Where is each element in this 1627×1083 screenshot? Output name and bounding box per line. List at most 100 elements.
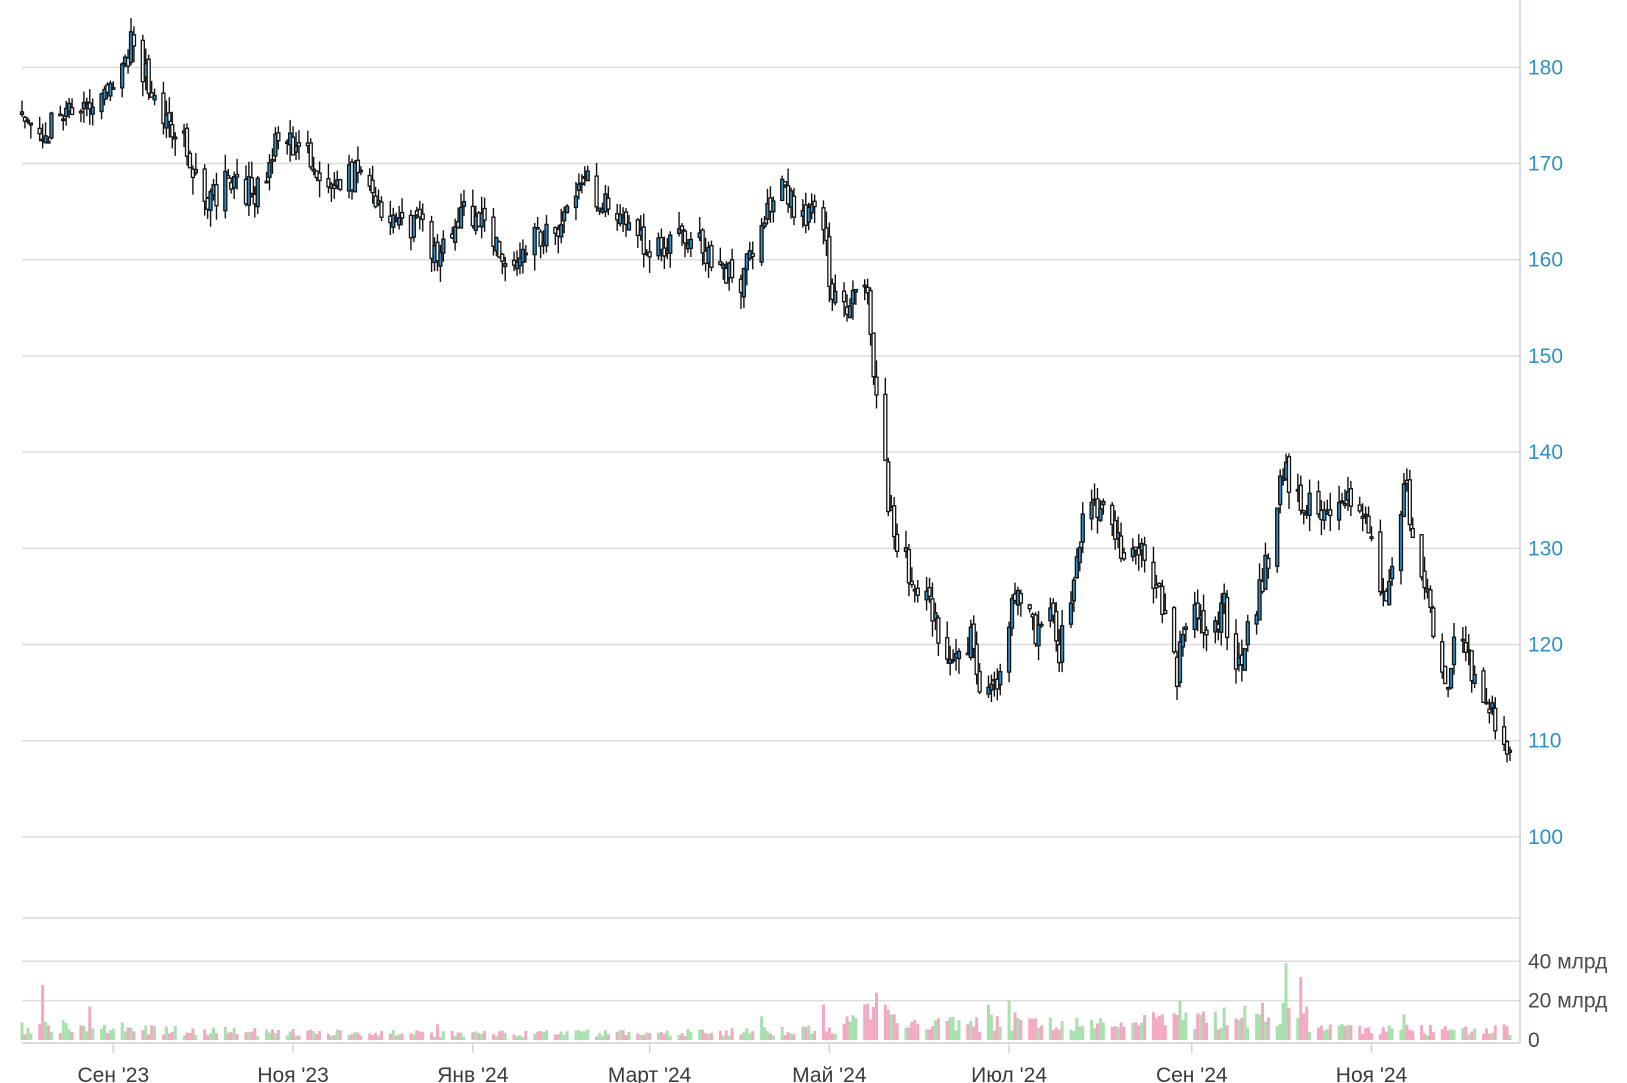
volume-bar [329, 1035, 333, 1040]
volume-bar [164, 1026, 168, 1040]
volume-bar [951, 1017, 955, 1040]
volume-bar [1490, 1032, 1494, 1040]
volume-bar [332, 1035, 336, 1040]
volume-bar [995, 1016, 999, 1040]
candle-body [1036, 624, 1041, 647]
price-axis-labels: 100 110 120 130 140 150 160 170 180 [1528, 56, 1563, 849]
candle-body [1136, 547, 1141, 556]
candle-body [1431, 607, 1436, 638]
volume-bar [1358, 1025, 1362, 1040]
candle-body [1051, 602, 1056, 617]
volume-bar [391, 1030, 395, 1040]
volume-bar [188, 1032, 192, 1040]
volume-bar [1202, 1011, 1206, 1040]
candle-body [1339, 500, 1345, 504]
volume-bar [253, 1028, 257, 1040]
volume-bar [945, 1020, 949, 1040]
candle-body [187, 152, 193, 169]
volume-bar [1081, 1025, 1085, 1040]
candle-body [1389, 565, 1395, 580]
volume-bar [789, 1033, 793, 1040]
date-tick-label: Сен '23 [78, 1064, 150, 1083]
volume-bar [1387, 1025, 1391, 1040]
candle-body [780, 178, 785, 202]
candle-body [1027, 604, 1032, 610]
candle-body [974, 643, 979, 676]
volume-bar [765, 1031, 769, 1040]
volume-bar [1467, 1034, 1471, 1040]
candle-body [892, 505, 897, 538]
candle-body [950, 658, 956, 662]
candle-body [1363, 513, 1368, 517]
volume-bar [745, 1028, 749, 1040]
candle-body [61, 118, 66, 122]
candle-body [193, 168, 198, 174]
volume-bar [47, 1025, 51, 1040]
candle-body [729, 259, 735, 279]
volume-bar [1175, 1014, 1179, 1040]
volume-bar [866, 1003, 870, 1040]
volume-bar [270, 1029, 274, 1040]
volume-bar [583, 1031, 587, 1040]
volume-bar [483, 1030, 487, 1040]
volume-bar [29, 1033, 33, 1040]
volume-bar [209, 1033, 213, 1040]
volume-bar [701, 1029, 705, 1040]
volume-bar [1384, 1031, 1388, 1040]
candle-body [1469, 650, 1474, 682]
candle-body [500, 253, 505, 262]
candle-body [750, 253, 755, 258]
volume-bar [1072, 1031, 1076, 1040]
date-tick-label: Сен '24 [1156, 1064, 1228, 1083]
volume-bar [1505, 1026, 1509, 1040]
volume-bar [1473, 1028, 1477, 1040]
volume-bar [648, 1032, 652, 1040]
volume-bar [167, 1033, 171, 1040]
candle-body [1322, 509, 1327, 521]
volume-bar [1337, 1025, 1341, 1040]
candle-body [452, 226, 458, 243]
candle-body [1180, 633, 1186, 648]
candle-body [226, 175, 231, 179]
volume-bar [709, 1033, 713, 1040]
volume-bar [986, 1004, 990, 1040]
volume-bar [916, 1024, 920, 1040]
volume-bar [518, 1035, 522, 1040]
candle-body [1422, 570, 1427, 589]
candle-body [249, 177, 254, 195]
candle-body [1233, 633, 1239, 670]
candle-body [741, 268, 747, 298]
candle-body [379, 201, 384, 218]
volume-bar [1461, 1028, 1465, 1040]
candle-body [1398, 514, 1404, 572]
candle-body [635, 219, 640, 237]
volume-bar [771, 1035, 775, 1040]
candle-body [1071, 579, 1077, 602]
candle-body [933, 612, 938, 620]
volume-bar [1446, 1030, 1450, 1040]
volume-bar [1319, 1025, 1323, 1040]
volume-bar [645, 1032, 649, 1040]
volume-bar [480, 1033, 484, 1040]
price-tick-label: 110 [1528, 730, 1561, 753]
volume-bar [309, 1029, 313, 1040]
volume-bar [129, 1027, 133, 1040]
volume-bar [1225, 1025, 1229, 1040]
volume-bar [1284, 963, 1288, 1040]
candle-body [1443, 665, 1448, 685]
candle-body [497, 241, 502, 258]
candle-body [438, 251, 443, 267]
candle-body [411, 215, 417, 238]
volume-bar [768, 1033, 772, 1040]
candle-body [22, 116, 28, 122]
price-candles [19, 18, 1513, 763]
candle-body [544, 223, 549, 247]
candle-body [759, 225, 764, 263]
volume-bar [704, 1033, 708, 1040]
volume-bar [1367, 1027, 1371, 1040]
candle-body [1195, 602, 1200, 619]
candle-body [276, 132, 281, 142]
candle-body [1507, 749, 1513, 753]
volume-bar [182, 1035, 186, 1040]
volume-bar [539, 1030, 543, 1040]
